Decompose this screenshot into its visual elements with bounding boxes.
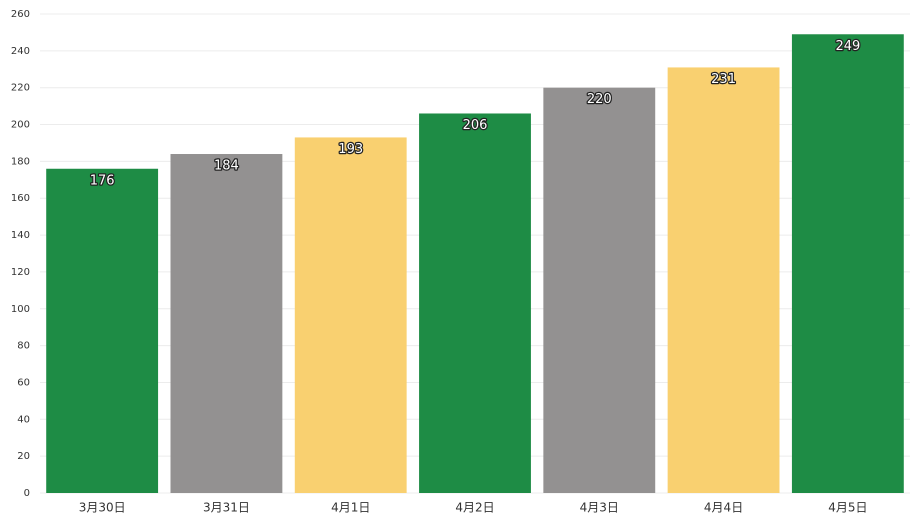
y-tick-label: 80	[17, 341, 30, 352]
x-tick-label: 4月4日	[704, 501, 743, 515]
y-tick-label: 260	[11, 9, 30, 20]
bar	[791, 34, 904, 494]
y-tick-label: 120	[11, 267, 30, 278]
bar	[419, 113, 531, 493]
y-tick-label: 180	[11, 156, 30, 167]
y-tick-label: 160	[11, 193, 30, 204]
x-tick-label: 4月1日	[331, 501, 370, 515]
value-label: 184	[214, 159, 239, 174]
y-tick-label: 20	[17, 451, 30, 462]
x-tick-label: 4月2日	[455, 501, 494, 515]
x-tick-label: 3月30日	[79, 501, 126, 515]
y-tick-label: 60	[17, 377, 30, 388]
value-label: 206	[463, 118, 488, 133]
x-tick-label: 4月3日	[580, 501, 619, 515]
y-tick-label: 240	[11, 46, 30, 57]
value-label: 231	[711, 72, 736, 87]
y-tick-label: 220	[11, 83, 30, 94]
bar	[46, 168, 159, 493]
x-tick-label: 3月31日	[203, 501, 250, 515]
y-tick-label: 100	[11, 304, 30, 315]
value-label: 220	[587, 92, 612, 107]
bar	[170, 154, 283, 493]
bar	[667, 67, 780, 493]
value-label: 249	[835, 39, 860, 54]
x-tick-label: 4月5日	[828, 501, 867, 515]
bar	[543, 87, 656, 493]
y-tick-label: 200	[11, 120, 30, 131]
y-tick-label: 140	[11, 230, 30, 241]
bar	[294, 137, 407, 493]
y-tick-label: 40	[17, 414, 30, 425]
y-tick-label: 0	[24, 488, 30, 499]
value-label: 176	[90, 173, 115, 188]
value-label: 193	[338, 142, 363, 157]
